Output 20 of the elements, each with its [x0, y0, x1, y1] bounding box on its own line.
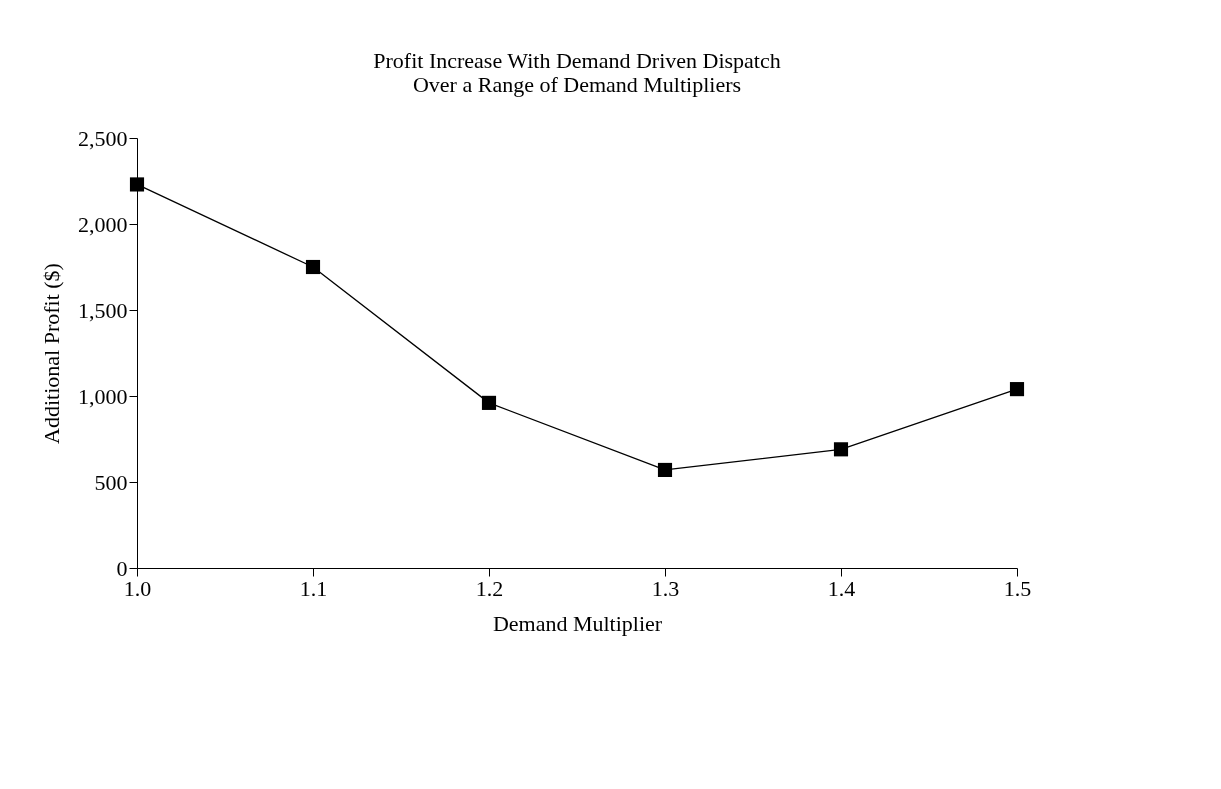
y-tick-label: 2,000	[78, 211, 128, 237]
x-tick-label: 1.1	[299, 575, 328, 601]
y-tick-label: 1,000	[78, 383, 128, 409]
point	[481, 395, 497, 410]
y-axis-title: Additional Profit ($)	[39, 263, 64, 444]
point	[1009, 382, 1025, 397]
x-axis-title: Demand Multiplier	[492, 610, 663, 636]
x-tick-label: 1.5	[1003, 575, 1032, 601]
y-tick-label: 2,500	[78, 125, 128, 151]
point	[833, 442, 849, 457]
text: Over a Range of Demand Multipliers	[412, 72, 742, 97]
x-tick-label: 1.4	[827, 575, 856, 601]
point	[305, 259, 321, 275]
point	[657, 462, 673, 478]
x-tick-label: 1.2	[475, 575, 504, 601]
y-tick-label: 500	[94, 469, 128, 495]
point	[129, 177, 145, 192]
y-tick-label: 1,500	[78, 297, 128, 323]
text: Profit Increase With Demand Driven Dispatch	[373, 48, 781, 73]
x-tick-label: 1.3	[651, 575, 680, 601]
